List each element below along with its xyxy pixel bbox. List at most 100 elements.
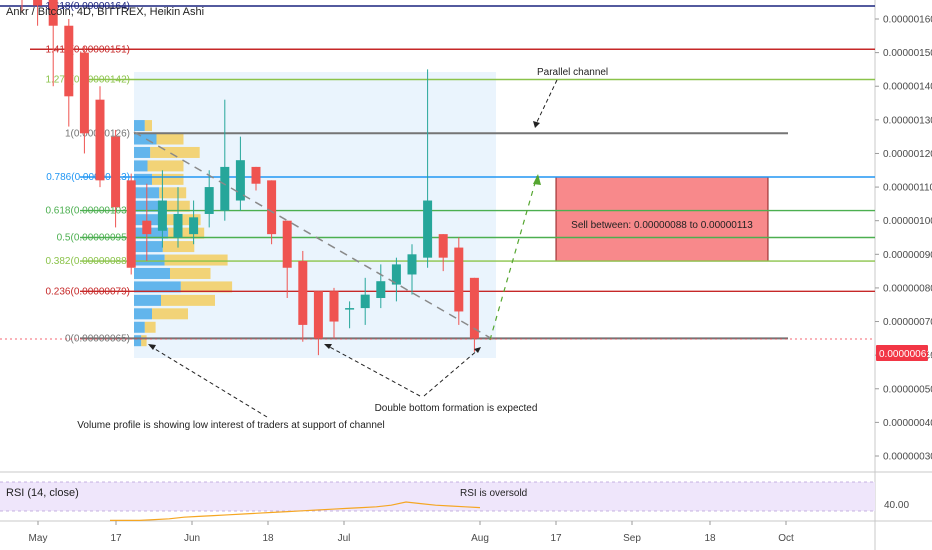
last-price-tag	[876, 345, 928, 361]
candle-body[interactable]	[454, 247, 464, 312]
rsi-level-label: 40.00	[884, 500, 909, 511]
rsi-note: RSI is oversold	[460, 488, 527, 499]
candle-body[interactable]	[95, 99, 105, 181]
volume-bar-down	[152, 173, 184, 185]
candle-body[interactable]	[251, 166, 261, 184]
candle-body[interactable]	[220, 166, 230, 211]
time-tick-label: Oct	[778, 533, 794, 544]
volume-bar-down	[170, 267, 211, 279]
fib-level-label: 0.786(0.00000113)	[46, 172, 130, 183]
candle-body[interactable]	[142, 220, 152, 235]
time-axis: May 17 Jun 18 Jul Aug 17 Sep 18 Oct	[29, 521, 794, 544]
price-tick-label: 0.00000050	[883, 384, 932, 395]
volume-bar-down	[164, 254, 228, 266]
candle-body[interactable]	[48, 0, 58, 26]
price-tick-label: 0.00000120	[883, 149, 932, 160]
price-axis[interactable]	[876, 0, 932, 472]
time-tick-label: Jul	[338, 533, 351, 544]
price-tick-label: 0.00000150	[883, 48, 932, 59]
double-bottom-arrowhead-right	[474, 347, 481, 353]
candle-body[interactable]	[423, 200, 433, 258]
candle-body[interactable]	[313, 291, 323, 339]
rsi-band	[0, 482, 875, 511]
price-tick-label: 0.00000130	[883, 115, 932, 126]
volume-bar-up	[134, 294, 161, 306]
candle-body[interactable]	[204, 187, 214, 214]
volume-profile-note: Volume profile is showing low interest o…	[77, 420, 384, 431]
time-tick-label: 18	[262, 533, 274, 544]
volume-bar-down	[159, 187, 187, 199]
candle-body[interactable]	[79, 52, 89, 134]
volume-bar-up	[134, 308, 152, 320]
volume-bar-down	[144, 321, 156, 333]
candle-body[interactable]	[376, 281, 386, 299]
time-tick-label: 17	[550, 533, 562, 544]
candle-body[interactable]	[33, 0, 43, 6]
candle-body[interactable]	[173, 213, 183, 238]
candle-body[interactable]	[126, 180, 136, 268]
candle-body[interactable]	[345, 308, 355, 310]
volume-bar-up	[134, 321, 145, 333]
price-tick-label: 0.00000140	[883, 82, 932, 93]
candle-body[interactable]	[267, 180, 277, 235]
double-bottom-arrow-left	[325, 344, 421, 397]
price-tick-label: 0.00000040	[883, 418, 932, 429]
candle-body[interactable]	[235, 160, 245, 201]
candle-body[interactable]	[298, 261, 308, 325]
time-tick-label: 17	[110, 533, 122, 544]
volume-bar-up	[134, 214, 165, 226]
price-tick-label: 0.00000080	[883, 283, 932, 294]
time-tick-label: May	[29, 533, 48, 544]
candle-body[interactable]	[64, 25, 74, 97]
volume-bar-down	[152, 308, 188, 320]
fib-level-label: 1.414(0.00000151)	[45, 44, 130, 55]
candle-body[interactable]	[282, 220, 292, 268]
candle-body[interactable]	[360, 294, 370, 309]
candles	[21, 0, 479, 356]
projection-arrow-line[interactable]	[489, 175, 538, 341]
double-bottom-note: Double bottom formation is expected	[375, 403, 538, 414]
fib-level-label: 0.236(0.00000079)	[45, 286, 130, 297]
time-tick-label: Sep	[623, 533, 641, 544]
fib-level-label: 0(0.00000065)	[65, 333, 130, 344]
volume-bar-down	[164, 214, 201, 226]
candle-body[interactable]	[391, 264, 401, 285]
candle-body[interactable]	[111, 136, 121, 208]
parallel-channel-label: Parallel channel	[537, 67, 608, 78]
volume-bar-up	[134, 267, 170, 279]
double-bottom-arrowhead-left	[324, 344, 332, 349]
price-tick-label: 0.00000100	[883, 216, 932, 227]
fib-level-label: 0.618(0.00000103)	[45, 206, 130, 217]
price-tick-label: 0.00000030	[883, 452, 932, 463]
fib-level-label: 0.5(0.00000095)	[57, 233, 130, 244]
candle-body[interactable]	[189, 217, 199, 235]
candle-body[interactable]	[469, 277, 479, 339]
volume-note-arrow	[149, 345, 268, 418]
volume-bar-up	[134, 146, 151, 158]
fib-level-label: 0.382(0.00000088)	[45, 256, 130, 267]
double-bottom-arrow-right	[423, 348, 480, 397]
price-tick-label: 0.00000090	[883, 250, 932, 261]
candle-body[interactable]	[438, 234, 448, 258]
time-tick-label: Jun	[184, 533, 200, 544]
volume-bar-down	[162, 241, 195, 253]
candle-body[interactable]	[329, 291, 339, 322]
volume-bar-down	[180, 281, 233, 293]
volume-bar-down	[161, 200, 190, 212]
volume-bar-down	[168, 227, 205, 239]
volume-bar-down	[150, 146, 200, 158]
volume-bar-up	[134, 120, 145, 132]
chart-title: Ankr / Bitcoin, 4D, BITTREX, Heikin Ashi	[6, 6, 204, 18]
candle-body[interactable]	[407, 254, 417, 275]
volume-bar-down	[147, 160, 184, 172]
volume-bar-down	[141, 335, 147, 347]
price-tick-label: 0.00000160	[883, 15, 932, 26]
candle-body[interactable]	[157, 200, 167, 231]
sell-zone-box[interactable]	[555, 176, 769, 262]
parallel-channel-arrowhead	[533, 121, 540, 128]
volume-bar-down	[161, 294, 215, 306]
volume-bar-up	[134, 133, 157, 145]
rsi-line	[110, 501, 481, 522]
